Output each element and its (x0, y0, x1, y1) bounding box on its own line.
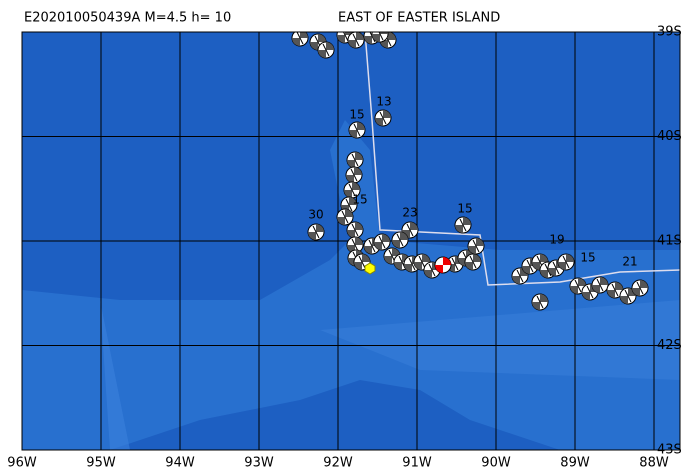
beachball (467, 237, 485, 255)
beachball (371, 32, 389, 43)
beachball (374, 109, 392, 127)
lat-label: 40S (657, 129, 682, 144)
lat-label: 39S (657, 25, 682, 40)
beachball (557, 253, 575, 271)
beachball (346, 151, 364, 169)
beachball (531, 293, 549, 311)
graticule (22, 32, 680, 450)
beachball (454, 216, 472, 234)
lon-label: 89W (560, 456, 590, 471)
main-event (434, 256, 452, 274)
depth-label: 15 (349, 108, 364, 122)
region: EAST OF EASTER ISLAND (338, 11, 500, 26)
ridge (100, 300, 130, 450)
depth-label: 15 (352, 193, 367, 207)
beachball (591, 276, 609, 294)
epicenter (364, 262, 376, 275)
depth-label: 15 (580, 251, 595, 265)
lat-label: 42S (657, 338, 682, 353)
lat-label: 43S (657, 443, 682, 458)
lat-label: 41S (657, 234, 682, 249)
beachball (631, 279, 649, 297)
map-frame (21, 31, 681, 451)
beachball (373, 233, 391, 251)
beachball (347, 32, 365, 49)
lon-label: 92W (323, 456, 353, 471)
depth-label: 15 (457, 202, 472, 216)
lon-label: 90W (481, 456, 511, 471)
ridge (320, 300, 680, 380)
lon-label: 88W (639, 456, 669, 471)
event-id: E202010050439A M=4.5 h= 10 (24, 11, 231, 26)
depth-label: 30 (308, 208, 323, 222)
beachball (336, 208, 354, 226)
beachball (345, 166, 363, 184)
lon-label: 93W (244, 456, 274, 471)
beachball (391, 231, 409, 249)
lon-label: 96W (7, 456, 37, 471)
depth-label: 21 (622, 255, 637, 269)
lon-label: 94W (165, 456, 195, 471)
depth-label: 19 (549, 233, 564, 247)
beachball (464, 253, 482, 271)
depth-label: 23 (402, 206, 417, 220)
depth-label: 13 (376, 95, 391, 109)
map-area (22, 32, 680, 450)
beachball (348, 121, 366, 139)
plate-boundary (364, 32, 680, 286)
lon-label: 91W (402, 456, 432, 471)
lon-label: 95W (86, 456, 116, 471)
beachball (307, 223, 325, 241)
beachball (317, 41, 335, 59)
beachball (346, 221, 364, 239)
